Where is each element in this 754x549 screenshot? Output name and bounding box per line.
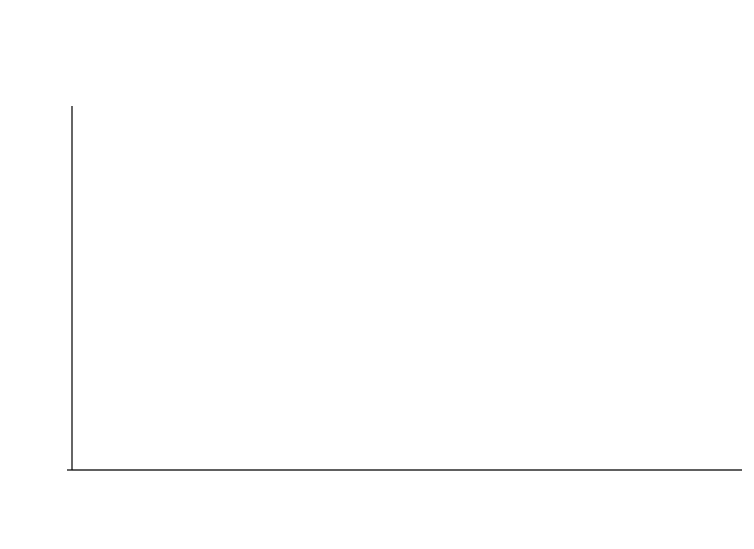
chart-background bbox=[0, 0, 754, 549]
chart-svg bbox=[0, 0, 754, 549]
line-chart bbox=[0, 0, 754, 549]
